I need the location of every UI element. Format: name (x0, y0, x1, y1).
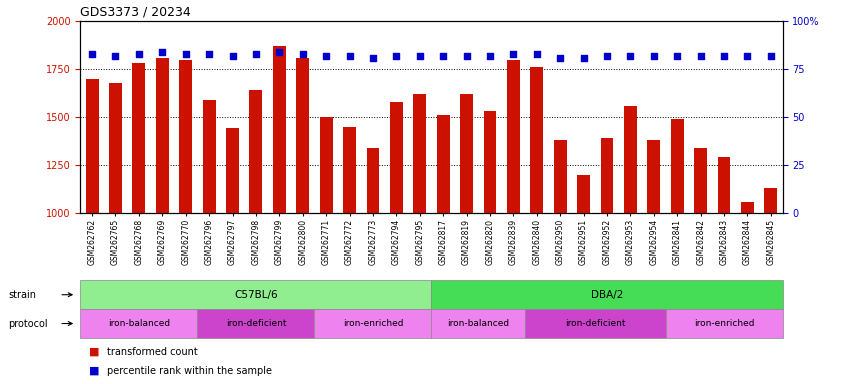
Bar (85, 79, 98, 213)
Text: C57BL/6: C57BL/6 (234, 290, 277, 300)
Point (483, 53, 497, 59)
Point (741, 53, 755, 59)
Point (694, 53, 707, 59)
Point (601, 53, 614, 59)
Text: iron-balanced: iron-balanced (107, 319, 170, 328)
Point (413, 53, 426, 59)
Text: percentile rank within the sample: percentile rank within the sample (107, 366, 272, 376)
Bar (156, 58, 168, 213)
Text: strain: strain (8, 290, 36, 300)
Text: GDS3373 / 20234: GDS3373 / 20234 (80, 5, 191, 18)
Point (389, 53, 404, 59)
Bar (250, 90, 262, 213)
Point (132, 51, 146, 57)
Bar (431, 280, 783, 309)
Point (179, 51, 193, 57)
Bar (179, 60, 192, 213)
Bar (315, 309, 431, 338)
Bar (296, 58, 309, 213)
Point (577, 55, 591, 61)
Bar (525, 309, 666, 338)
Bar (366, 148, 379, 213)
Point (296, 51, 310, 57)
Point (624, 53, 637, 59)
Text: ■: ■ (89, 347, 99, 357)
Point (764, 53, 777, 59)
Bar (765, 188, 777, 213)
Text: ■: ■ (89, 366, 99, 376)
Bar (109, 83, 122, 213)
Point (670, 53, 684, 59)
Bar (390, 102, 403, 213)
Bar (80, 309, 197, 338)
Bar (671, 119, 684, 213)
Point (156, 49, 169, 55)
Bar (666, 309, 783, 338)
Point (108, 53, 123, 59)
Bar (203, 100, 216, 213)
Bar (226, 127, 239, 213)
Bar (431, 309, 525, 338)
Text: iron-deficient: iron-deficient (565, 319, 625, 328)
Point (437, 53, 450, 59)
Bar (741, 202, 754, 213)
Text: iron-deficient: iron-deficient (226, 319, 286, 328)
Point (647, 53, 661, 59)
Text: iron-balanced: iron-balanced (448, 319, 509, 328)
Point (202, 51, 216, 57)
Bar (460, 94, 473, 213)
Bar (554, 140, 567, 213)
Point (320, 53, 333, 59)
Bar (197, 309, 315, 338)
Text: iron-enriched: iron-enriched (694, 319, 755, 328)
Text: iron-enriched: iron-enriched (343, 319, 404, 328)
Bar (717, 157, 730, 213)
Bar (530, 67, 543, 213)
Point (507, 51, 520, 57)
Point (226, 53, 239, 59)
Point (343, 53, 356, 59)
Bar (80, 280, 431, 309)
Point (272, 49, 286, 55)
Bar (647, 140, 660, 213)
Bar (507, 60, 519, 213)
Bar (577, 175, 590, 213)
Bar (320, 117, 332, 213)
Point (553, 55, 567, 61)
Bar (601, 138, 613, 213)
Point (530, 51, 544, 57)
Bar (414, 94, 426, 213)
Point (85, 51, 99, 57)
Text: DBA/2: DBA/2 (591, 290, 624, 300)
Point (250, 51, 263, 57)
Text: transformed count: transformed count (107, 347, 198, 357)
Bar (273, 46, 286, 213)
Text: protocol: protocol (8, 318, 48, 329)
Bar (437, 115, 449, 213)
Point (366, 55, 380, 61)
Bar (484, 111, 497, 213)
Point (460, 53, 474, 59)
Bar (624, 106, 637, 213)
Bar (133, 63, 146, 213)
Bar (343, 127, 356, 213)
Bar (695, 148, 707, 213)
Point (717, 53, 731, 59)
